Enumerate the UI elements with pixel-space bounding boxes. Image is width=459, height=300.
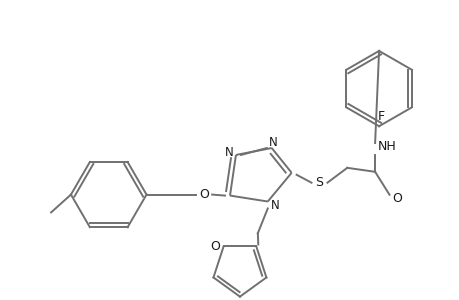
Text: N: N <box>271 199 280 212</box>
Text: N: N <box>269 136 278 148</box>
Text: O: O <box>199 188 209 201</box>
Text: NH: NH <box>377 140 396 152</box>
Text: N: N <box>224 146 233 160</box>
Text: S: S <box>315 176 323 189</box>
Text: O: O <box>391 192 401 205</box>
Text: F: F <box>377 110 384 123</box>
Text: O: O <box>210 240 220 253</box>
